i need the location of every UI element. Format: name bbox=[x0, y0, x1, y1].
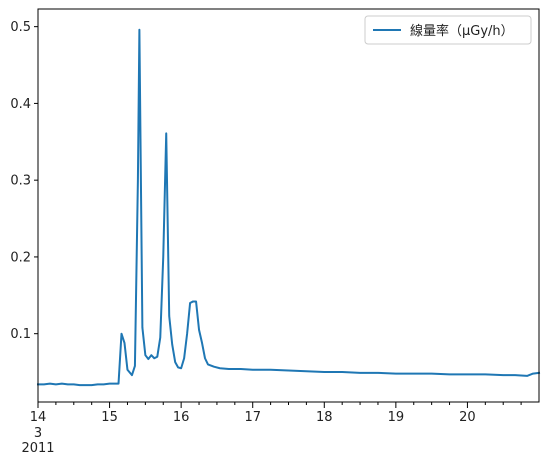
y-tick-label: 0.5 bbox=[10, 20, 31, 35]
x-tick-label: 18 bbox=[316, 410, 333, 425]
x-tick-label: 15 bbox=[101, 410, 118, 425]
y-tick-label: 0.4 bbox=[10, 97, 31, 112]
x-tick-label: 16 bbox=[173, 410, 190, 425]
legend: 線量率（μGy/h） bbox=[364, 15, 532, 45]
series-line-0 bbox=[37, 28, 541, 387]
legend-box bbox=[364, 15, 532, 45]
x-tick-label: 19 bbox=[388, 410, 405, 425]
x-tick-sublabel: 2011 bbox=[21, 441, 54, 456]
legend-label: 線量率（μGy/h） bbox=[410, 23, 514, 39]
plot-area bbox=[37, 28, 541, 387]
x-tick-sublabel: 3 bbox=[34, 426, 42, 441]
x-tick-label: 14 bbox=[30, 410, 47, 425]
y-tick-label: 0.2 bbox=[10, 250, 31, 265]
x-tick-label: 17 bbox=[244, 410, 261, 425]
y-tick-label: 0.3 bbox=[10, 174, 31, 189]
x-tick-label: 20 bbox=[459, 410, 476, 425]
y-tick-label: 0.1 bbox=[10, 327, 31, 342]
